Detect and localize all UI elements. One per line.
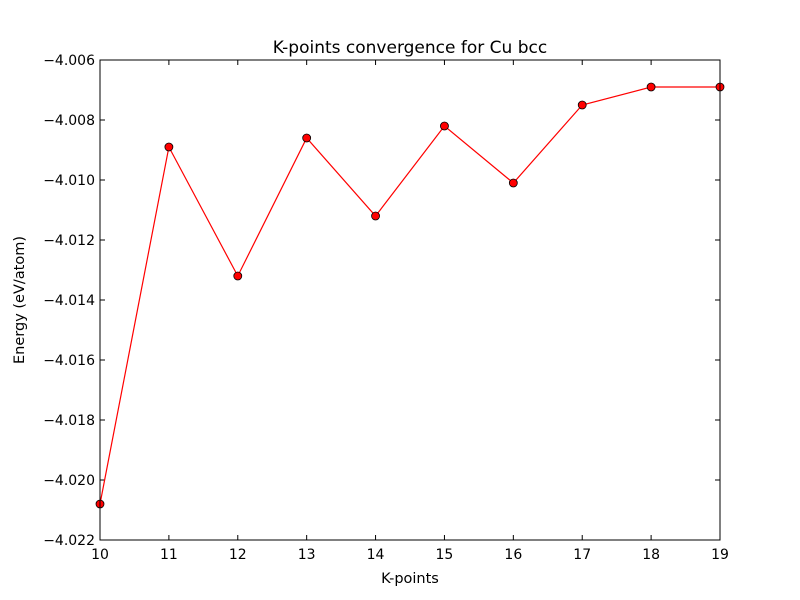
x-tick-label: 18 [642, 547, 660, 563]
x-tick-label: 13 [298, 547, 316, 563]
y-tick-label: −4.016 [43, 353, 95, 369]
x-tick-label: 16 [504, 547, 522, 563]
y-tick-label: −4.018 [43, 413, 95, 429]
y-tick-label: −4.010 [43, 173, 95, 189]
data-point [371, 211, 380, 221]
y-tick-label: −4.020 [43, 473, 95, 489]
plot-background [100, 60, 720, 540]
y-tick-label: −4.014 [43, 293, 95, 309]
y-tick-label: −4.012 [43, 233, 95, 249]
data-point [233, 271, 243, 281]
data-point [164, 142, 174, 152]
plot-area [95, 59, 725, 541]
data-point [302, 133, 312, 143]
x-tick-label: 10 [91, 547, 109, 563]
x-tick-label: 11 [160, 547, 178, 563]
y-axis-label: Energy (eV/atom) [12, 236, 28, 364]
data-point [440, 121, 449, 131]
plot-frame [99, 59, 721, 541]
x-axis-label: K-points [381, 571, 439, 587]
x-tick-label: 19 [711, 547, 729, 563]
data-point [646, 82, 656, 92]
tick-labels: 10 11 12 13 14 15 16 17 18 19 −4.022 −4.020 −4.018 −4… [43, 53, 729, 563]
x-tick-label: 17 [573, 547, 591, 563]
x-tick-label: 12 [229, 547, 247, 563]
series-line [99, 86, 720, 505]
y-tick-label: −4.008 [43, 113, 95, 129]
x-tick-label: 14 [367, 547, 385, 563]
series-group [95, 82, 725, 509]
y-tick-label: −4.006 [43, 53, 95, 69]
data-point [508, 178, 518, 188]
x-tick-label: 15 [436, 547, 454, 563]
data-point [577, 100, 587, 110]
chart-title: K-points convergence for Cu bcc [273, 38, 547, 58]
y-tick-label: −4.022 [43, 533, 95, 549]
